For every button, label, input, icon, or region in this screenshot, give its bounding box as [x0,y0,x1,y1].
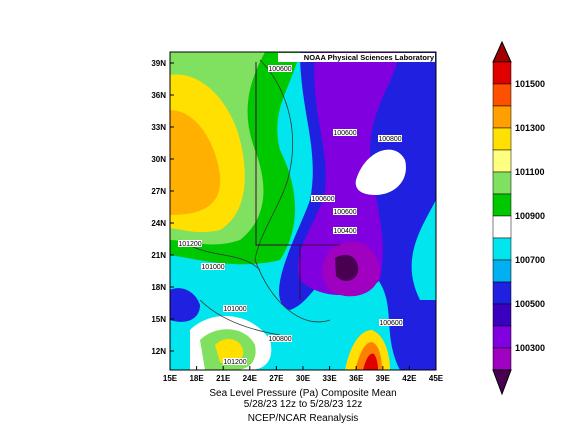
contour-label-bg [223,305,247,312]
contour-label-bg [379,319,403,326]
y-tick-label: 24N [151,219,166,228]
colorbar-band [492,105,512,129]
y-tick-label: 27N [151,187,166,196]
colorbar-label: 100300 [515,343,545,353]
colorbar-label: 101300 [515,123,545,133]
contour-label-bg [378,135,402,142]
contour-label: 101200 [223,359,246,366]
contour-label: 100800 [378,136,401,143]
colorbar-label: 101500 [515,79,545,89]
map-field [170,52,436,370]
x-tick-label: 36E [349,374,364,383]
contour-label-bg [178,240,202,247]
y-tick-label: 21N [151,251,166,260]
x-tick-label: 27E [269,374,284,383]
colorbar-band [492,149,512,173]
contour-labels: 100600 100600 100800 100600 100600 100400 1012… [178,65,403,366]
caption: Sea Level Pressure (Pa) Composite Mean [209,388,396,399]
colorbar-band [492,325,512,349]
colorbar-label: 101100 [515,167,545,177]
colorbar-band [492,303,512,327]
y-tick-label: 36N [151,91,166,100]
contour-label: 101000 [201,264,224,271]
contour-label-bg [223,358,247,365]
colorbar-cap [492,40,512,63]
colorbar-band [492,127,512,151]
x-tick-label: 21E [216,374,231,383]
colorbar-band [492,83,512,107]
contour-label: 100600 [333,209,356,216]
y-tick-label: 39N [151,59,166,68]
contour-label: 100600 [268,66,291,73]
caption: 5/28/23 12z to 5/28/23 12z [244,399,362,410]
colorbar-band [492,281,512,305]
contour-label-bg [333,227,357,234]
x-tick-label: 18E [189,374,204,383]
contour-label-bg [201,263,225,270]
x-tick-label: 45E [429,374,444,383]
x-tick-label: 15E [163,374,178,383]
colorbar-label: 100900 [515,211,545,221]
x-tick-label: 30E [296,374,311,383]
x-tick-label: 33E [322,374,337,383]
y-tick-label: 33N [151,123,166,132]
x-tick-label: 39E [376,374,391,383]
colorbar-band [492,215,512,239]
colorbar-band [492,237,512,261]
contour-label: 100400 [333,228,356,235]
colorbar-band [492,171,512,195]
x-tick-label: 42E [402,374,417,383]
contour-label: 100600 [333,130,356,137]
colorbar: 101500 101300 101100 100900 100700 100500 1003… [492,40,545,396]
contour-label: 101200 [178,241,201,248]
caption: NCEP/NCAR Reanalysis [248,413,359,424]
header-box [278,53,435,62]
y-tick-label: 18N [151,283,166,292]
contour-label-bg [268,65,292,72]
contour-label: 101000 [223,306,246,313]
colorbar-label: 100500 [515,299,545,309]
colorbar-band [492,61,512,85]
y-tick-label: 30N [151,155,166,164]
y-axis: 39N 36N 33N 30N 27N 24N 21N 18N 15N 12N [151,59,174,356]
header-title: NOAA Physical Sciences Laboratory [304,53,435,62]
colorbar-label: 100700 [515,255,545,265]
contour-label: 100800 [268,336,291,343]
x-tick-label: 24E [243,374,258,383]
colorbar-band [492,347,512,371]
x-axis: 15E 18E 21E 24E 27E 30E 33E 36E 39E 42E 45E [163,366,444,383]
colorbar-cap [492,369,512,396]
y-tick-label: 15N [151,315,166,324]
colorbar-band [492,259,512,283]
contour-label-bg [311,195,335,202]
contour-label-bg [333,129,357,136]
contour-label: 100600 [311,196,334,203]
colorbar-band [492,193,512,217]
y-tick-label: 12N [151,347,166,356]
contour-label-bg [268,335,292,342]
contour-label: 100600 [379,320,402,327]
contour-label-bg [333,208,357,215]
